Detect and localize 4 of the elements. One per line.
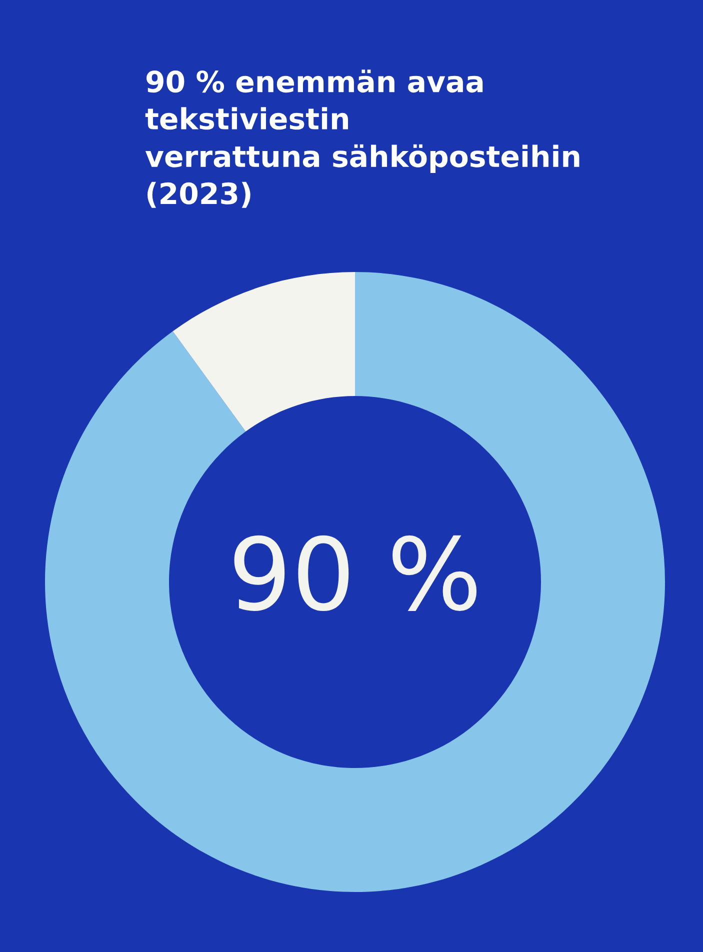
chart-title: 90 % enemmän avaa tekstiviestin verrattuna sähköposteihin (2023): [145, 70, 580, 208]
text: 90 %: [234, 535, 477, 612]
donut-slice: [172, 272, 355, 432]
donut-slice: [45, 272, 665, 892]
